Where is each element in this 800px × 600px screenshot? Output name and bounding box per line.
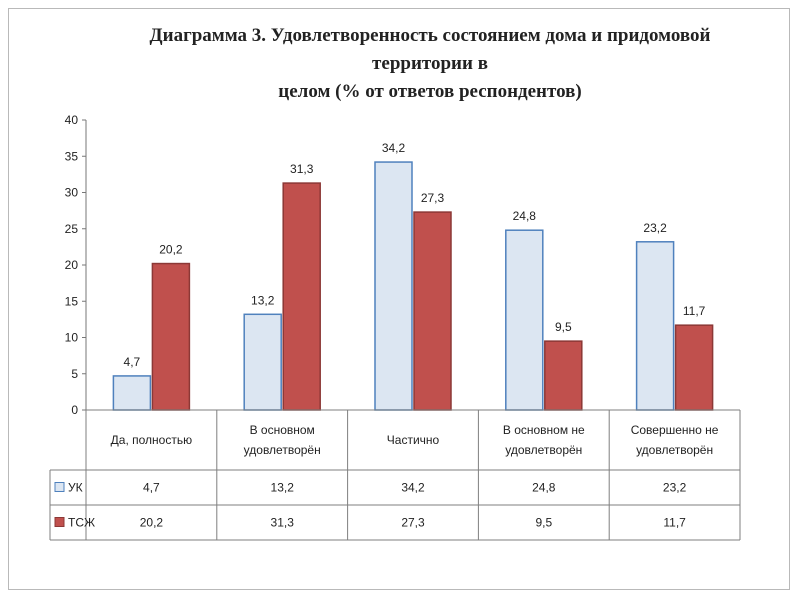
- bar: [243, 313, 282, 411]
- bar: [413, 211, 452, 411]
- y-tick-label: 0: [71, 403, 78, 417]
- y-tick-label: 15: [65, 294, 79, 308]
- data-label: 11,7: [683, 304, 706, 318]
- data-label: 34,2: [382, 141, 406, 155]
- data-label: 20,2: [159, 243, 183, 257]
- bar: [674, 324, 714, 411]
- y-tick-label: 5: [71, 367, 78, 381]
- bar: [112, 375, 152, 411]
- bar: [635, 241, 675, 411]
- chart-title: Диаграмма 3. Удовлетворенность состояние…: [100, 22, 760, 106]
- data-label: 24,8: [513, 209, 537, 223]
- y-tick-label: 20: [65, 258, 79, 272]
- y-tick-label: 25: [65, 222, 79, 236]
- legend-key-uk: [54, 482, 65, 492]
- category-label: удовлетворён: [244, 443, 321, 457]
- table-value: 11,7: [663, 516, 686, 530]
- table-value: 34,2: [401, 481, 425, 495]
- bar: [505, 229, 544, 411]
- data-label: 13,2: [251, 293, 275, 307]
- table-value: 23,2: [663, 481, 687, 495]
- table-value: 20,2: [140, 516, 164, 530]
- category-label: В основном: [250, 423, 315, 437]
- bar: [544, 340, 583, 411]
- bar: [151, 262, 191, 411]
- table-value: 9,5: [535, 516, 552, 530]
- table-value: 4,7: [143, 481, 160, 495]
- chart-title-line1: Диаграмма 3. Удовлетворенность состояние…: [149, 25, 711, 74]
- y-tick-label: 35: [65, 149, 79, 163]
- data-label: 31,3: [290, 162, 314, 176]
- y-tick-label: 10: [65, 331, 79, 345]
- category-label: Совершенно не: [631, 423, 719, 437]
- legend-key-tszh: [54, 517, 65, 527]
- table-value: 13,2: [271, 481, 295, 495]
- data-label: 4,7: [124, 355, 141, 369]
- bar: [374, 161, 413, 411]
- category-label: Частично: [387, 433, 440, 447]
- y-tick-label: 30: [65, 186, 79, 200]
- category-label: удовлетворён: [505, 443, 582, 457]
- data-label: 27,3: [421, 191, 445, 205]
- table-value: 27,3: [401, 516, 425, 530]
- chart-title-line2: целом (% от ответов респондентов): [278, 81, 582, 102]
- category-label: Да, полностью: [111, 433, 192, 447]
- category-label: В основном не: [503, 423, 585, 437]
- table-value: 31,3: [271, 516, 295, 530]
- bar: [282, 182, 321, 411]
- category-label: удовлетворён: [636, 443, 713, 457]
- data-label: 23,2: [643, 221, 667, 235]
- table-value: 24,8: [532, 481, 556, 495]
- chart-frame: [8, 8, 790, 590]
- series-name: УК: [68, 481, 83, 495]
- data-label: 9,5: [555, 320, 572, 334]
- y-tick-label: 40: [65, 113, 79, 127]
- series-name: ТСЖ: [68, 516, 95, 530]
